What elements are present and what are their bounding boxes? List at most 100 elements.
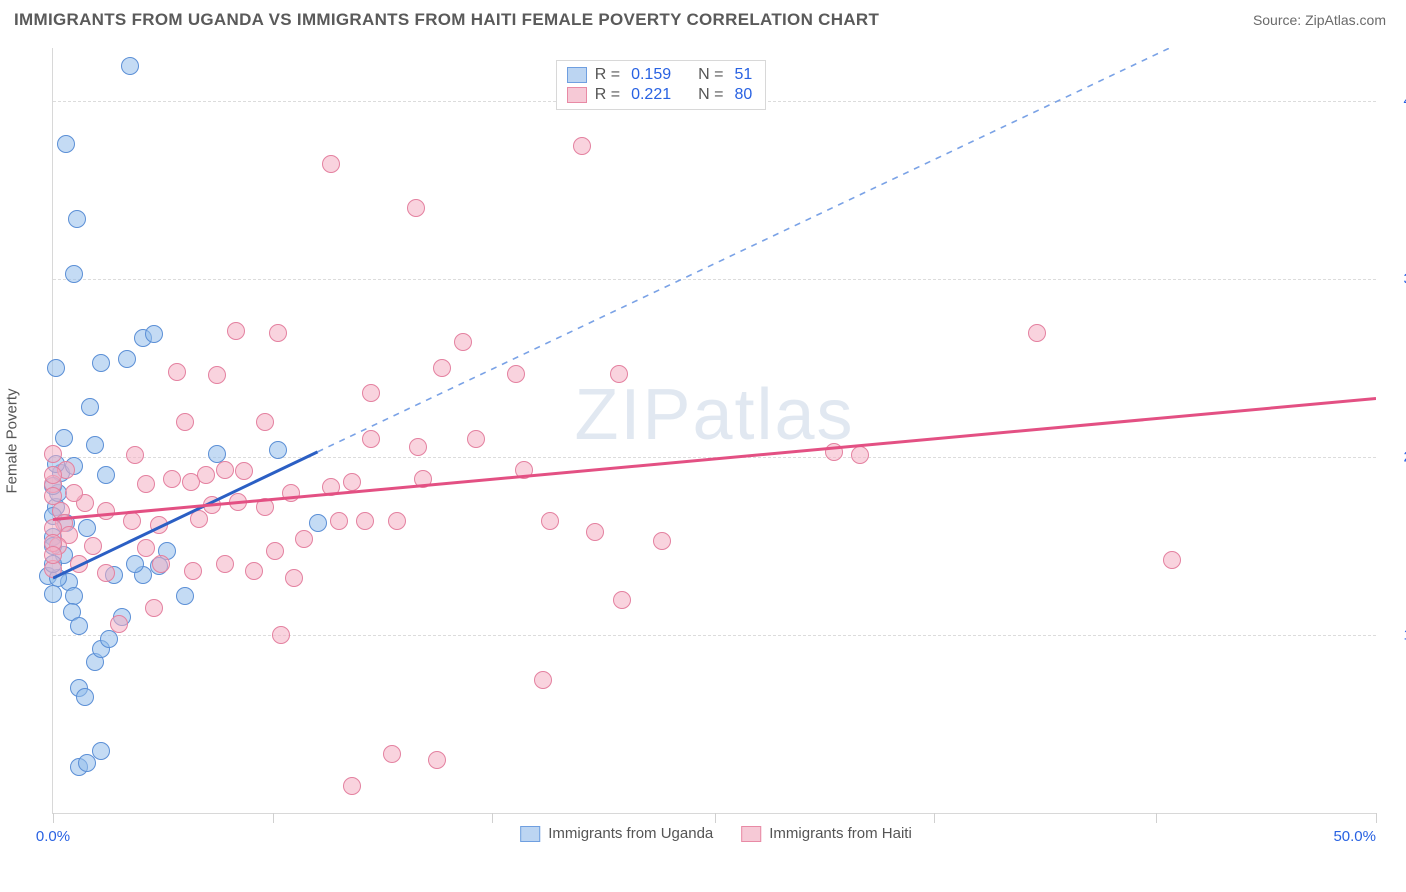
scatter-point-haiti [256, 413, 274, 431]
legend-r-value: 0.159 [628, 66, 674, 84]
scatter-point-haiti [613, 591, 631, 609]
scatter-point-haiti [295, 530, 313, 548]
scatter-point-haiti [851, 446, 869, 464]
gridline [53, 635, 1376, 636]
scatter-point-haiti [163, 470, 181, 488]
scatter-point-uganda [92, 354, 110, 372]
scatter-point-haiti [322, 478, 340, 496]
scatter-point-haiti [84, 537, 102, 555]
scatter-point-haiti [137, 475, 155, 493]
chart-header: IMMIGRANTS FROM UGANDA VS IMMIGRANTS FRO… [0, 0, 1406, 36]
x-tick [53, 813, 54, 823]
scatter-point-haiti [428, 751, 446, 769]
scatter-point-uganda [126, 555, 144, 573]
scatter-point-uganda [145, 325, 163, 343]
legend-r-value: 0.221 [628, 86, 674, 104]
scatter-point-haiti [44, 466, 62, 484]
chart-container: Female Poverty ZIPatlas R =0.159N =51R =… [36, 36, 1396, 846]
legend-n-value: 80 [731, 86, 755, 104]
x-tick [273, 813, 274, 823]
scatter-point-uganda [76, 688, 94, 706]
scatter-point-haiti [44, 546, 62, 564]
legend-swatch [567, 87, 587, 103]
scatter-point-uganda [86, 436, 104, 454]
y-tick-label: 10.0% [1386, 627, 1406, 644]
scatter-point-haiti [203, 496, 221, 514]
legend-row: R = 0.159 N = 51 [567, 65, 756, 85]
scatter-point-haiti [44, 445, 62, 463]
scatter-point-uganda [121, 57, 139, 75]
scatter-point-haiti [586, 523, 604, 541]
scatter-point-haiti [653, 532, 671, 550]
chart-title: IMMIGRANTS FROM UGANDA VS IMMIGRANTS FRO… [14, 10, 879, 30]
scatter-point-haiti [433, 359, 451, 377]
scatter-point-haiti [216, 555, 234, 573]
scatter-point-haiti [176, 413, 194, 431]
chart-source: Source: ZipAtlas.com [1253, 12, 1386, 28]
scatter-point-uganda [47, 359, 65, 377]
scatter-point-haiti [541, 512, 559, 530]
y-tick-label: 40.0% [1386, 93, 1406, 110]
scatter-point-haiti [1163, 551, 1181, 569]
legend-swatch [741, 826, 761, 842]
scatter-point-haiti [266, 542, 284, 560]
x-tick [1156, 813, 1157, 823]
scatter-point-haiti [825, 443, 843, 461]
scatter-point-uganda [65, 587, 83, 605]
scatter-point-haiti [282, 484, 300, 502]
x-tick-label: 50.0% [1333, 828, 1376, 845]
y-tick-label: 20.0% [1386, 449, 1406, 466]
scatter-point-haiti [272, 626, 290, 644]
scatter-point-haiti [227, 322, 245, 340]
scatter-point-uganda [70, 617, 88, 635]
legend-row: R = 0.221 N = 80 [567, 85, 756, 105]
legend-series: Immigrants from Uganda Immigrants from Ha… [520, 825, 912, 842]
scatter-point-haiti [343, 473, 361, 491]
scatter-point-uganda [65, 265, 83, 283]
legend-n-label: N = [698, 86, 723, 104]
legend-r-label: R = [595, 66, 620, 84]
scatter-point-haiti [208, 366, 226, 384]
scatter-point-haiti [126, 446, 144, 464]
gridline [53, 457, 1376, 458]
scatter-point-haiti [362, 430, 380, 448]
scatter-point-haiti [168, 363, 186, 381]
legend-item: Immigrants from Uganda [520, 825, 713, 842]
legend-swatch [520, 826, 540, 842]
scatter-point-uganda [68, 210, 86, 228]
y-axis-label: Female Poverty [4, 388, 21, 493]
scatter-point-haiti [610, 365, 628, 383]
scatter-point-haiti [229, 493, 247, 511]
x-tick [934, 813, 935, 823]
scatter-point-haiti [269, 324, 287, 342]
scatter-point-haiti [1028, 324, 1046, 342]
scatter-point-haiti [184, 562, 202, 580]
scatter-point-uganda [309, 514, 327, 532]
scatter-point-uganda [55, 429, 73, 447]
scatter-point-uganda [44, 585, 62, 603]
scatter-point-haiti [152, 555, 170, 573]
legend-r-label: R = [595, 86, 620, 104]
scatter-point-haiti [123, 512, 141, 530]
gridline [53, 279, 1376, 280]
scatter-point-haiti [65, 484, 83, 502]
plot-area: ZIPatlas R =0.159N =51R =0.221N =80 10.0… [52, 48, 1376, 814]
regression-lines [53, 48, 1376, 813]
x-tick-label: 0.0% [36, 828, 70, 845]
scatter-point-haiti [197, 466, 215, 484]
scatter-point-haiti [362, 384, 380, 402]
x-tick [715, 813, 716, 823]
scatter-point-haiti [407, 199, 425, 217]
scatter-point-haiti [44, 487, 62, 505]
legend-label: Immigrants from Haiti [769, 825, 912, 842]
scatter-point-haiti [235, 462, 253, 480]
x-tick [492, 813, 493, 823]
scatter-point-haiti [467, 430, 485, 448]
scatter-point-haiti [190, 510, 208, 528]
legend-n-label: N = [698, 66, 723, 84]
legend-correlation: R = 0.159 N = 51 R = 0.221 N = 80 [556, 60, 767, 110]
legend-item: Immigrants from Haiti [741, 825, 912, 842]
legend-n-value: 51 [731, 66, 755, 84]
scatter-point-haiti [216, 461, 234, 479]
scatter-point-haiti [414, 470, 432, 488]
